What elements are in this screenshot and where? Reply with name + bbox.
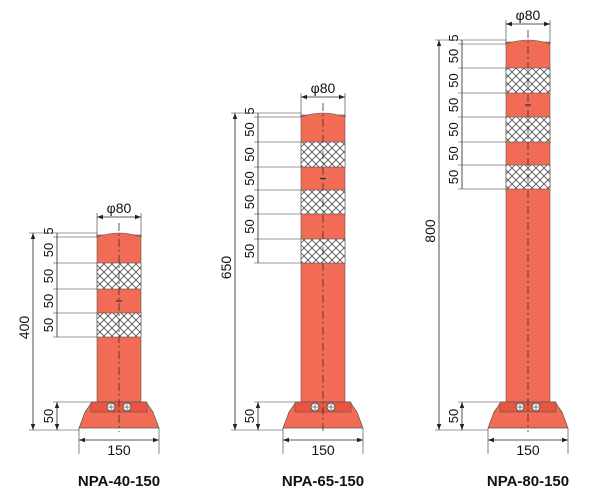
dim-arrow <box>256 424 260 430</box>
dim-arrow <box>55 424 59 430</box>
diameter-label: φ80 <box>516 7 541 23</box>
dim-arrow <box>437 424 441 430</box>
dim-arrow <box>488 438 494 442</box>
segment-label: 50 <box>446 122 461 136</box>
segment-label: 50 <box>41 294 56 308</box>
segment-label: 50 <box>41 269 56 283</box>
dim-arrow <box>339 95 345 99</box>
segment-label: 50 <box>242 122 257 136</box>
base-width-label: 150 <box>311 442 335 458</box>
segment-label: 50 <box>446 170 461 184</box>
bollard-npa-80-150: φ80 5 50 50 50 50 50 50 800 50 150 NPA-80-150 <box>422 7 569 490</box>
segment-label: 50 <box>446 73 461 87</box>
dim-arrow <box>31 424 35 430</box>
bollard-npa-65-150: φ80 5 50 50 50 50 50 50 650 50 150 NPA-65-150 <box>218 80 364 490</box>
model-label: NPA-40-150 <box>78 473 160 490</box>
segment-label: 5 <box>446 34 461 41</box>
base-height-label: 50 <box>242 409 257 423</box>
segment-label: 50 <box>446 146 461 160</box>
segment-label: 50 <box>41 318 56 332</box>
dim-arrow <box>55 402 59 408</box>
dim-arrow <box>460 402 464 408</box>
model-label: NPA-80-150 <box>487 473 569 490</box>
segment-label: 50 <box>41 243 56 257</box>
dim-arrow <box>97 215 103 219</box>
segment-label: 5 <box>242 107 257 114</box>
dim-arrow <box>460 424 464 430</box>
dim-arrow <box>31 233 35 239</box>
segment-label: 50 <box>242 171 257 185</box>
model-label: NPA-65-150 <box>282 473 364 490</box>
segment-label: 50 <box>242 195 257 209</box>
dim-arrow <box>283 438 289 442</box>
dim-arrow <box>357 438 363 442</box>
dim-arrow <box>135 215 141 219</box>
segment-label: 5 <box>41 227 56 234</box>
dim-arrow <box>79 438 85 442</box>
dim-arrow <box>301 95 307 99</box>
base-width-label: 150 <box>516 442 540 458</box>
dim-arrow <box>153 438 159 442</box>
height-label: 400 <box>16 316 32 340</box>
diameter-label: φ80 <box>107 200 132 216</box>
bollard-npa-40-150: φ80 5 50 50 50 50 400 50 150 NPA-40-150 <box>16 200 160 490</box>
dim-arrow <box>544 22 550 26</box>
segment-label: 50 <box>446 49 461 63</box>
segment-label: 50 <box>242 147 257 161</box>
dim-arrow <box>562 438 568 442</box>
segment-label: 50 <box>242 219 257 233</box>
base-height-label: 50 <box>446 409 461 423</box>
dim-arrow <box>233 113 237 119</box>
dim-arrow <box>233 424 237 430</box>
segment-label: 50 <box>446 98 461 112</box>
dim-arrow <box>437 40 441 46</box>
dim-arrow <box>256 402 260 408</box>
diameter-label: φ80 <box>311 80 336 96</box>
dim-arrow <box>506 22 512 26</box>
height-label: 650 <box>218 256 234 280</box>
height-label: 800 <box>422 219 438 243</box>
base-width-label: 150 <box>107 442 131 458</box>
segment-label: 50 <box>242 244 257 258</box>
base-height-label: 50 <box>41 409 56 423</box>
